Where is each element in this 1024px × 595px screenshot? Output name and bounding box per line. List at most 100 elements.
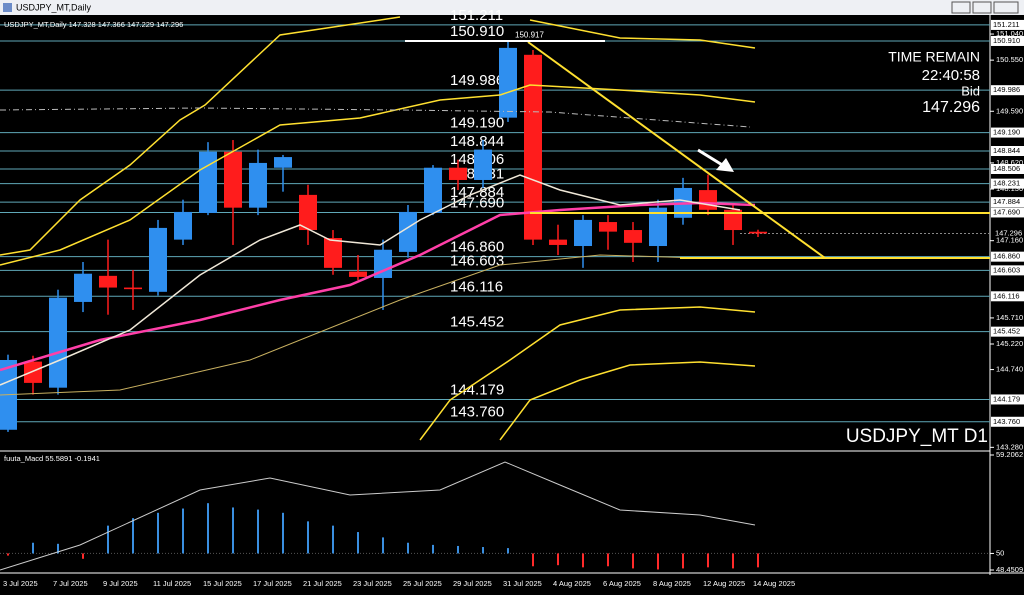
trend-line — [527, 41, 826, 259]
x-tick-label: 14 Aug 2025 — [753, 579, 795, 588]
candle-body — [324, 238, 342, 268]
x-tick-label: 8 Aug 2025 — [653, 579, 691, 588]
candle-body — [124, 287, 142, 290]
ma-pink — [0, 201, 756, 372]
ma-white — [0, 174, 741, 386]
level-axis-label: 150.910 — [993, 36, 1020, 45]
level-axis-label: 147.690 — [993, 207, 1020, 216]
level-axis-box — [991, 35, 1024, 46]
candle-body — [349, 271, 367, 277]
level-axis-box — [991, 265, 1024, 276]
bid: 147.296 — [922, 99, 980, 116]
level-axis-label: 145.452 — [993, 327, 1020, 336]
y-tick-label: 144.740 — [996, 365, 1023, 374]
level-axis-label: 146.603 — [993, 265, 1020, 274]
level-axis-box — [991, 207, 1024, 218]
candle-body — [424, 167, 442, 213]
candle-body — [249, 162, 267, 208]
arrow-head — [716, 158, 734, 172]
candle-body — [649, 207, 667, 247]
candle-body — [574, 219, 592, 247]
candle-body — [449, 167, 467, 180]
y-tick-label: 148.130 — [996, 184, 1023, 193]
level-axis-box — [991, 178, 1024, 189]
candle-body — [749, 231, 767, 234]
band-middle — [0, 94, 501, 266]
level-axis-box — [991, 326, 1024, 337]
candle-body — [599, 222, 617, 232]
candle-body — [99, 275, 117, 288]
band-lower — [419, 306, 756, 441]
level-axis-label: 151.211 — [993, 20, 1020, 29]
level-axis-label: 146.860 — [993, 252, 1020, 261]
ma-long — [0, 107, 751, 128]
level-axis-box — [991, 394, 1024, 405]
y-tick-label: 151.040 — [996, 29, 1023, 38]
y-tick-label: 149.590 — [996, 106, 1023, 115]
y-tick-label: 59.2062 — [996, 450, 1023, 459]
level-axis-box — [991, 251, 1024, 262]
minimize-button[interactable] — [951, 1, 971, 14]
level-axis-box — [991, 164, 1024, 175]
level-axis-box — [991, 85, 1024, 96]
x-tick-label: 25 Jul 2025 — [403, 579, 442, 588]
y-tick-label: 150.550 — [996, 55, 1023, 64]
y-tick-label: 145.220 — [996, 339, 1023, 348]
window-title: USDJPY_MT,Daily — [16, 2, 92, 12]
level-axis-label: 144.179 — [993, 394, 1020, 403]
bid-label: Bid — [961, 83, 980, 98]
indicators — [0, 16, 990, 571]
x-tick-label: 9 Jul 2025 — [103, 579, 138, 588]
level-label: 149.986 — [450, 72, 504, 89]
x-tick-label: 4 Aug 2025 — [553, 579, 591, 588]
candle-body — [699, 190, 717, 210]
level-label: 146.116 — [450, 278, 503, 295]
candle-body — [399, 211, 417, 252]
y-tick-label: 148.620 — [996, 158, 1023, 167]
band-upper-right — [529, 19, 756, 49]
x-tick-label: 7 Jul 2025 — [53, 579, 88, 588]
level-axis-label: 149.190 — [993, 128, 1020, 137]
y-tick-label: 50 — [996, 548, 1004, 557]
maximize-button[interactable] — [972, 1, 992, 14]
x-tick-label: 15 Jul 2025 — [203, 579, 242, 588]
level-label: 146.603 — [450, 252, 504, 269]
candle-body — [24, 361, 42, 383]
level-axis-box — [991, 416, 1024, 427]
level-label: 149.190 — [450, 115, 504, 132]
candle-body — [299, 194, 317, 231]
level-label: 150.910 — [450, 23, 504, 40]
candle-body — [49, 297, 67, 388]
x-tick-label: 17 Jul 2025 — [253, 579, 292, 588]
level-axis-label: 149.986 — [993, 85, 1020, 94]
candle-body — [524, 54, 542, 240]
high-label: 150.917 — [515, 31, 544, 40]
candle-body — [549, 239, 567, 245]
candle-body — [474, 149, 492, 180]
time-remain-label: TIME REMAIN — [888, 49, 980, 65]
x-tick-label: 12 Aug 2025 — [703, 579, 745, 588]
x-tick-label: 3 Jul 2025 — [3, 579, 38, 588]
x-tick-label: 11 Jul 2025 — [153, 579, 191, 588]
window-buttons[interactable] — [951, 1, 1019, 14]
time-remain: 22:40:58 — [922, 67, 980, 84]
candle-body — [74, 273, 92, 302]
y-tick-label: 143.280 — [996, 442, 1023, 451]
level-axis-label: 146.116 — [993, 291, 1020, 300]
close-button[interactable] — [993, 1, 1019, 14]
level-axis-label: 148.231 — [993, 179, 1020, 188]
indicator-title: fuuta_Macd 55.5891 -0.1941 — [4, 454, 100, 463]
level-label: 147.690 — [450, 194, 504, 211]
level-label: 148.844 — [450, 133, 504, 150]
candle-body — [199, 151, 217, 213]
level-axis-box — [991, 146, 1024, 157]
candle-body — [224, 151, 242, 208]
x-tick-label: 21 Jul 2025 — [303, 579, 342, 588]
band-lower-2 — [499, 361, 756, 441]
level-label: 151.211 — [450, 7, 503, 24]
band-middle-right — [499, 84, 756, 103]
level-axis-box — [991, 19, 1024, 30]
candle-body — [724, 209, 742, 231]
level-axis-label: 147.884 — [993, 197, 1020, 206]
